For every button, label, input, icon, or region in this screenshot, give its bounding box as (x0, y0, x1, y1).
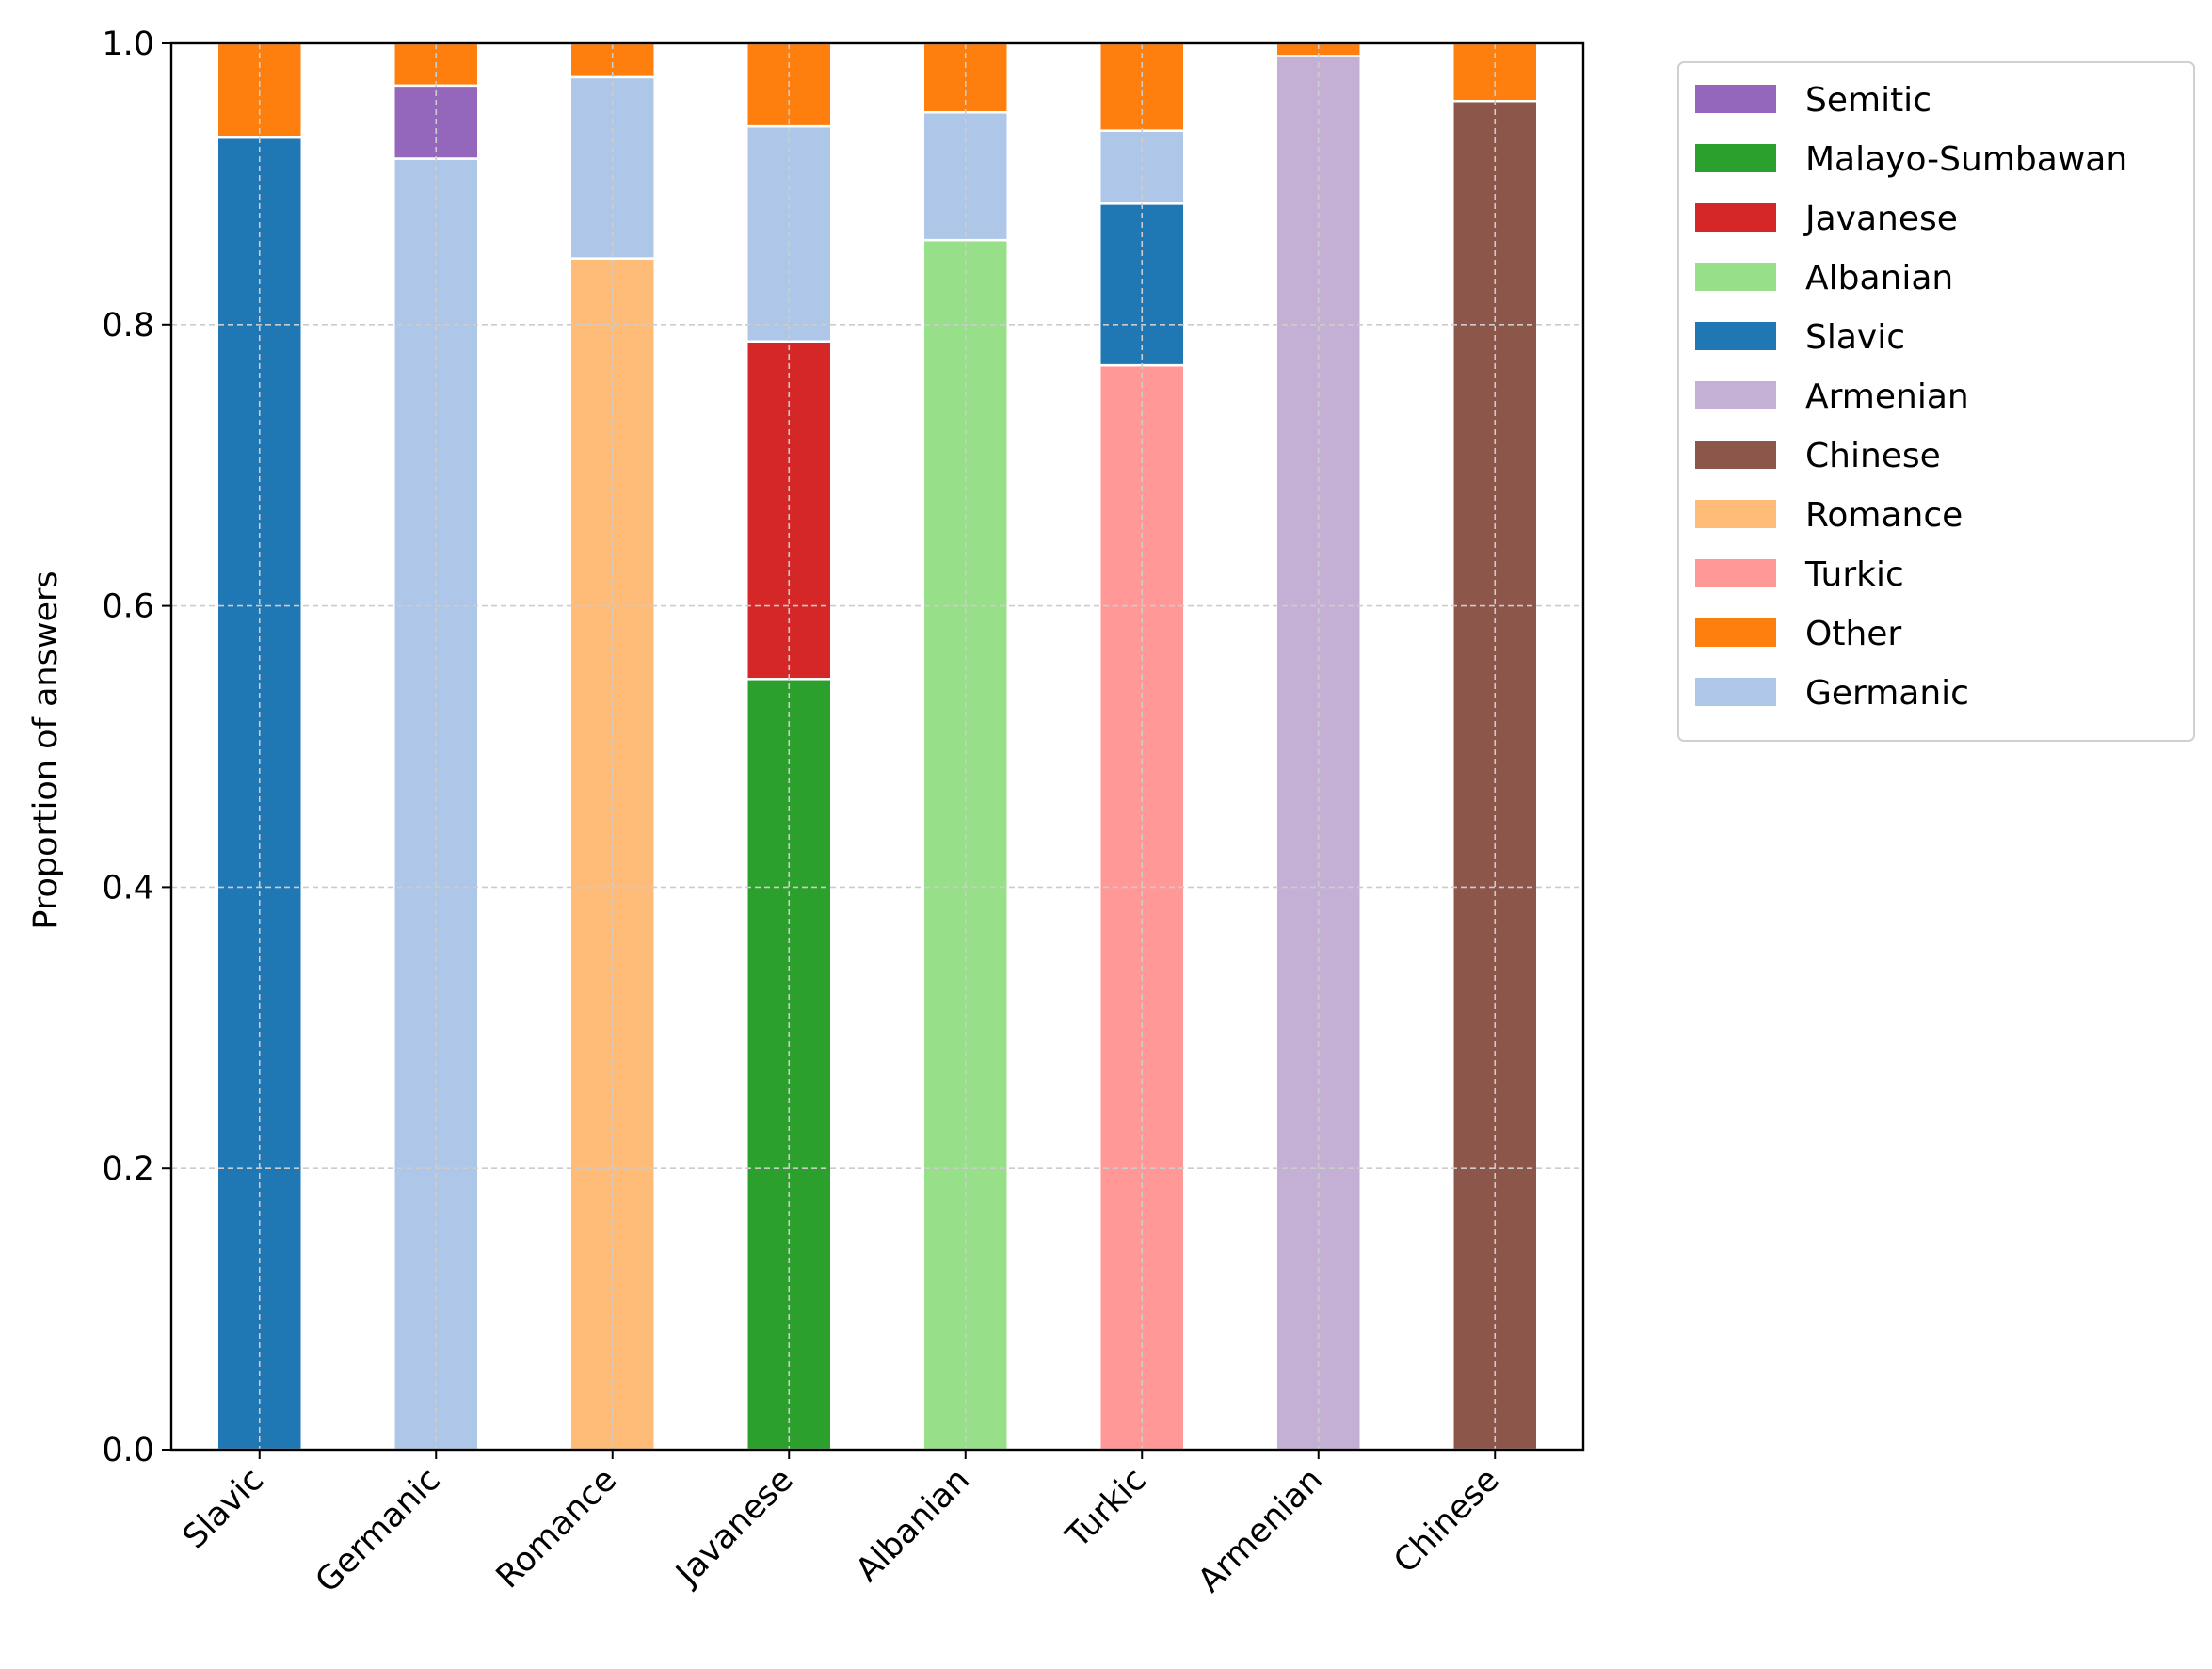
legend-item-other: Other (1695, 615, 1901, 653)
y-tick-label: 0.6 (102, 588, 154, 626)
x-tick-label: Armenian (1191, 1461, 1330, 1600)
legend-frame (1677, 61, 2195, 742)
y-tick-label: 0.8 (102, 307, 154, 345)
legend-item-albanian: Albanian (1695, 259, 1953, 297)
legend-swatch-turkic (1695, 559, 1776, 587)
bar-segment-germanic-germanic (393, 157, 480, 1452)
x-tick-label: Chinese (1387, 1461, 1506, 1581)
legend-label: Other (1805, 615, 1901, 653)
legend-item-romance: Romance (1695, 496, 1963, 535)
legend-swatch-malayo-sumbawan (1695, 144, 1776, 172)
legend-label: Slavic (1805, 318, 1905, 357)
legend-swatch-chinese (1695, 441, 1776, 469)
y-tick-label: 1.0 (102, 25, 154, 63)
legend-swatch-albanian (1695, 263, 1776, 291)
legend-item-javanese: Javanese (1695, 200, 1958, 238)
legend-label: Germanic (1805, 674, 1969, 713)
y-tick-label: 0.2 (102, 1150, 154, 1188)
y-tick-label: 0.0 (102, 1432, 154, 1469)
legend-swatch-other (1695, 618, 1776, 647)
legend-label: Javanese (1803, 200, 1958, 238)
legend-label: Armenian (1805, 377, 1969, 416)
legend-item-malayo-sumbawan: Malayo-Sumbawan (1695, 140, 2127, 179)
y-axis-label: Proportion of answers (27, 570, 65, 929)
legend-swatch-romance (1695, 500, 1776, 528)
x-tick-label: Turkic (1059, 1461, 1154, 1556)
legend-item-turkic: Turkic (1695, 555, 1904, 594)
legend-swatch-slavic (1695, 322, 1776, 350)
legend-label: Albanian (1805, 259, 1953, 297)
legend-label: Romance (1805, 496, 1963, 535)
x-tick-label: Slavic (176, 1461, 271, 1556)
legend-item-armenian: Armenian (1695, 377, 1969, 416)
bar-segment-turkic-slavic (1098, 202, 1186, 367)
x-tick-label: Albanian (849, 1461, 977, 1589)
legend-label: Semitic (1805, 81, 1931, 120)
bar-segment-chinese-chinese (1451, 100, 1539, 1452)
x-tick-label: Javanese (668, 1461, 801, 1594)
legend-item-chinese: Chinese (1695, 437, 1941, 475)
legend-item-slavic: Slavic (1695, 318, 1905, 357)
plot-frame (169, 41, 1585, 1452)
legend-swatch-armenian (1695, 381, 1776, 409)
legend-swatch-germanic (1695, 678, 1776, 706)
x-tick-label: Germanic (309, 1461, 448, 1600)
legend-label: Chinese (1805, 437, 1941, 475)
legend: Semitic Malayo-Sumbawan Javanese Albanian Sl… (1677, 61, 2195, 742)
bars-layer (216, 41, 1539, 1452)
grid-layer (171, 42, 1583, 1451)
legend-label: Turkic (1804, 555, 1904, 594)
legend-label: Malayo-Sumbawan (1805, 140, 2127, 179)
legend-swatch-javanese (1695, 203, 1776, 232)
legend-swatch-semitic (1695, 85, 1776, 113)
x-tick-label: Romance (489, 1461, 624, 1596)
y-tick-label: 0.4 (102, 869, 154, 907)
legend-item-semitic: Semitic (1695, 81, 1931, 120)
legend-item-germanic: Germanic (1695, 674, 1969, 713)
